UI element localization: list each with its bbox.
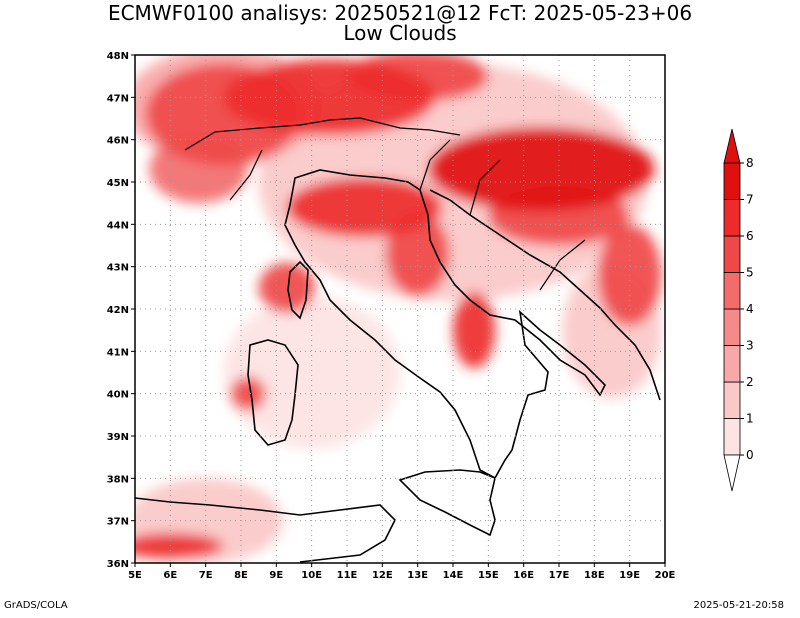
corsica-coastline [287,260,309,320]
x-tick-label: 6E [163,570,177,581]
y-tick-label: 42N [107,305,129,316]
sicily-coastline [398,469,496,537]
colorbar-segment [723,162,741,200]
y-tick-label: 45N [107,178,129,189]
x-tick-label: 20E [655,570,676,581]
footer-timestamp: 2025-05-21-20:58 [693,600,784,611]
y-axis: 36N 37N 38N 39N 40N 41N 42N 43N 44N 45N 46N 47N 48N [107,51,135,570]
y-tick-label: 47N [107,93,129,104]
footer-credit: GrADS/COLA [4,600,68,611]
cloud-region [223,59,436,136]
y-tick-label: 48N [107,51,129,62]
x-tick-label: 9E [269,570,283,581]
x-tick-label: 18E [584,570,605,581]
y-tick-label: 37N [107,517,129,528]
colorbar-label: 2 [746,375,754,389]
colorbar-segment [723,418,741,456]
x-tick-label: 13E [407,570,428,581]
colorbar-label: 8 [746,156,754,170]
border-lines [184,117,586,291]
cloud-region [428,126,655,212]
colorbar-label: 3 [746,339,754,353]
colorbar-label: 4 [746,302,754,316]
x-tick-label: 17E [549,570,570,581]
x-tick-label: 11E [337,570,358,581]
cloud-region [135,533,224,559]
cloud-region [223,296,400,449]
colorbar-segment [723,199,741,237]
x-tick-label: 8E [234,570,248,581]
y-tick-label: 38N [107,474,129,485]
x-tick-label: 16E [513,570,534,581]
colorbar-segment [723,381,741,419]
colorbar-segment [723,308,741,346]
x-tick-label: 15E [478,570,499,581]
chart-subtitle: Low Clouds [343,21,457,45]
x-tick-label: 12E [372,570,393,581]
colorbar-segment [723,272,741,310]
grid-lines [135,55,665,563]
cloud-region [230,376,266,411]
sardinia-coastline [247,339,299,446]
colorbar-min-arrow [723,454,741,492]
cloud-region [286,177,443,238]
y-tick-label: 46N [107,136,129,147]
x-tick-label: 19E [619,570,640,581]
north-africa-coastline [135,497,396,563]
colorbar-label: 0 [746,448,754,462]
balkan-coastline [429,189,661,401]
y-tick-label: 43N [107,263,129,274]
colorbar-label: 7 [746,193,754,207]
italy-coastline [284,169,606,480]
colorbar-label: 5 [746,266,754,280]
colorbar: 0 1 2 3 4 5 6 7 8 [723,128,754,492]
x-axis: 5E 6E 7E 8E 9E 10E 11E 12E 13E 14E 15E 16E 17E 18E 19E… [128,563,676,581]
x-tick-label: 14E [443,570,464,581]
y-tick-label: 44N [107,220,129,231]
colorbar-max-arrow [723,128,741,164]
y-tick-label: 36N [107,559,129,570]
cloud-region [258,262,316,314]
colorbar-label: 1 [746,412,754,426]
colorbar-segment [723,345,741,383]
coastlines [135,117,661,563]
chart-title: ECMWF0100 analisys: 20250521@12 FcT: 202… [107,1,693,25]
colorbar-label: 6 [746,229,754,243]
y-tick-label: 39N [107,432,129,443]
x-tick-label: 10E [301,570,322,581]
x-tick-label: 5E [128,570,142,581]
y-tick-label: 41N [107,347,129,358]
x-tick-label: 7E [199,570,213,581]
colorbar-segment [723,235,741,273]
y-tick-label: 40N [107,390,129,401]
